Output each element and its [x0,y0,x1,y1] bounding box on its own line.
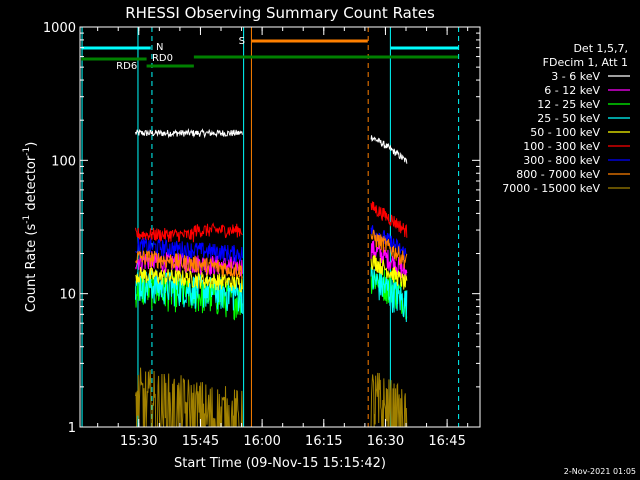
series-line-0 [135,127,243,139]
legend-label: 300 - 800 keV [523,154,600,167]
chart-title: RHESSI Observing Summary Count Rates [125,4,435,22]
series-line-5 [135,222,243,243]
legend-label: 3 - 6 keV [551,70,600,83]
x-axis: 15:30 15:45 16:00 16:15 16:30 16:45 [97,27,469,449]
x-axis-label: Start Time (09-Nov-15 15:15:42) [174,456,386,471]
y-axis-label-main: Count Rate (s [24,224,39,313]
plot-area: N S RD0 RD6 [81,27,460,428]
y-axis-label-sup1: -1 [22,215,32,224]
series-line-1 [370,240,408,280]
legend-label: 100 - 300 keV [523,140,600,153]
x-tick-label: 16:30 [367,434,404,449]
y-axis-label-sup2: -1 [22,147,32,156]
plot-frame [79,26,481,428]
y-axis-label-mid: detector [24,155,39,215]
y-axis-label: Count Rate (s-1 detector-1) [22,142,39,313]
svg-text:Count Rate (s-1 detector-1): Count Rate (s-1 detector-1) [22,142,39,313]
series-line-4 [370,255,408,290]
x-tick-label: 15:30 [120,434,157,449]
x-tick-label: 15:45 [182,434,219,449]
legend-label: 25 - 50 keV [537,112,600,125]
annotation-rd0: RD0 [152,53,173,64]
y-tick-label: 10 [59,288,76,303]
legend-header-1: Det 1,5,7, [573,42,628,55]
legend-label: 12 - 25 keV [537,98,600,111]
series-line-5 [370,201,408,238]
x-tick-label: 16:00 [243,434,280,449]
x-tick-label: 16:45 [428,434,465,449]
legend-label: 7000 - 15000 keV [502,182,600,195]
series-line-3 [134,270,243,314]
legend-label: 800 - 7000 keV [516,168,600,181]
legend-header-2: FDecim 1, Att 1 [543,56,628,69]
series-line-8 [135,367,243,428]
series-line-7 [135,250,243,279]
annotation-rd6: RD6 [116,61,137,72]
y-tick-label: 1 [68,421,76,436]
series-line-8 [370,372,408,428]
y-tick-label: 100 [51,154,76,169]
legend-label: 6 - 12 keV [544,84,600,97]
series-line-0 [370,135,408,164]
annotation-n: N [156,42,163,53]
date-stamp: 2-Nov-2021 01:05 [564,467,636,476]
series-line-7 [370,229,408,269]
x-tick-label: 16:15 [305,434,342,449]
annotation-s: S [239,36,245,47]
y-axis-label-end: ) [24,142,39,147]
y-axis: 1 10 100 1000 [43,21,480,436]
legend-label: 50 - 100 keV [530,126,600,139]
y-tick-label: 1000 [43,21,76,36]
series-line-3 [370,265,408,323]
series-line-4 [135,266,243,293]
